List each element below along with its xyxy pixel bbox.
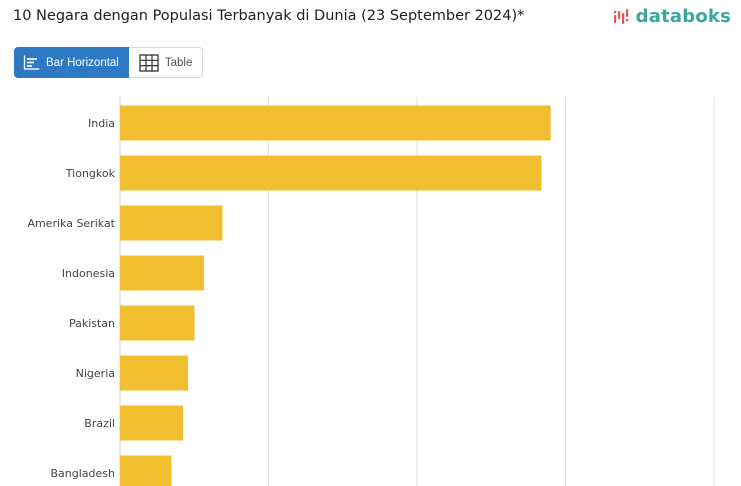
bar[interactable]: [120, 205, 223, 241]
table-button[interactable]: Table: [128, 47, 204, 78]
category-label: Nigeria: [76, 367, 115, 380]
databoks-logo-icon: [613, 8, 629, 24]
bar[interactable]: [120, 355, 189, 391]
category-label: Bangladesh: [51, 467, 116, 480]
bar-chart-icon: [23, 55, 40, 70]
bar[interactable]: [120, 305, 195, 341]
bar[interactable]: [120, 405, 183, 441]
category-label: Brazil: [84, 417, 115, 430]
bar[interactable]: [120, 155, 542, 191]
bar-horizontal-label: Bar Horizontal: [46, 56, 119, 69]
category-label: Pakistan: [69, 317, 115, 330]
brand-logo: databoks: [612, 6, 731, 27]
view-toggle: Bar Horizontal Table: [14, 47, 204, 78]
bar[interactable]: [120, 455, 172, 486]
category-label: Amerika Serikat: [27, 217, 115, 230]
table-grid-icon: [139, 53, 159, 72]
table-label: Table: [164, 56, 193, 69]
category-label: Tiongkok: [65, 167, 116, 180]
chart-title: 10 Negara dengan Populasi Terbanyak di D…: [13, 8, 525, 24]
bar[interactable]: [120, 255, 205, 291]
bar[interactable]: [120, 105, 551, 141]
brand-name: databoks: [635, 6, 731, 27]
category-label: India: [88, 117, 115, 130]
category-label: Indonesia: [62, 267, 115, 280]
bar-horizontal-button[interactable]: Bar Horizontal: [14, 47, 129, 78]
